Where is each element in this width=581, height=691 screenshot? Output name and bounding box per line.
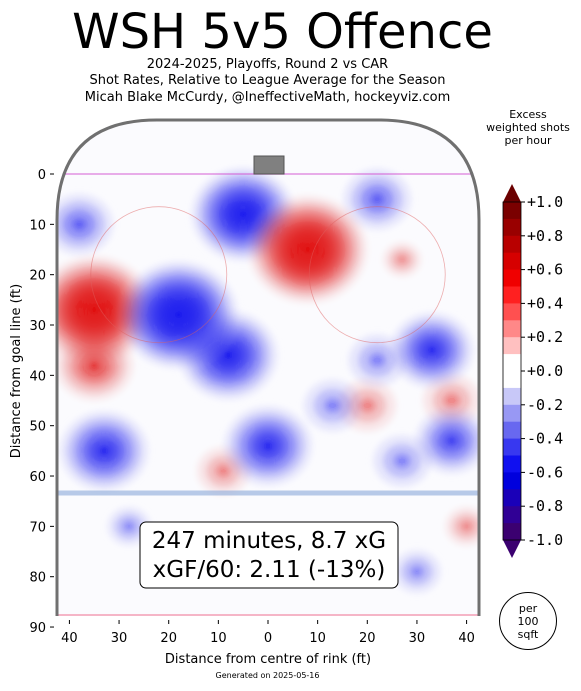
colorbar-segment-17 [503,489,521,507]
colorbar-segment-12 [503,404,521,423]
y-tick-label-0: 0 [38,168,46,183]
hotspot-negative-11 [57,192,115,257]
hotspot-negative-8 [302,378,363,433]
heatmap-layer [57,120,479,616]
faceoff-circle-right [308,206,446,344]
x-tick-label-3: 10 [210,631,227,646]
stats-box-frame [139,521,399,589]
chart-subtitle-description: Shot Rates, Relative to League Average f… [89,73,446,88]
colorbar-tick-label-8: -0.6 [527,463,563,481]
chart-subtitle: 2024-2025, Playoffs, Round 2 vs CAR [146,57,389,72]
stats-minutes-xg: 247 minutes, 8.7 xG [152,528,386,554]
colorbar-title: Excess weighted shots per hour [486,108,570,147]
rink-boards [55,118,481,616]
x-tick-label-4: 0 [264,631,272,646]
stats-box: 247 minutes, 8.7 xG xGF/60: 2.11 (-13%) [139,521,399,589]
y-tick-label-6: 60 [29,470,46,485]
y-tick-label-5: 50 [29,420,46,435]
x-tick-label-6: 20 [359,631,376,646]
colorbar-tick-label-5: +0.0 [527,362,563,380]
colorbar-tick-label-0: +1.0 [527,193,563,211]
x-tick-label-1: 30 [111,631,128,646]
colorbar-tick-label-10: -1.0 [527,531,563,549]
stats-xgf60: xGF/60: 2.11 (-13%) [153,557,386,583]
y-tick-label-9: 90 [29,621,46,636]
goal-net [253,155,285,175]
y-tick-label-7: 70 [29,520,46,535]
colorbar-segment-13 [503,421,521,440]
chart-author-credit: Micah Blake McCurdy, @IneffectiveMath, h… [84,90,451,105]
colorbar-segment-14 [503,438,521,456]
y-tick-label-4: 40 [29,369,46,384]
hotspot-positive-20 [247,194,369,305]
colorbar-tick-label-9: -0.8 [527,497,563,515]
hotspot-negative-15 [58,409,150,492]
hotspot-positive-1 [443,505,479,547]
x-tick-label-8: 40 [458,631,475,646]
chart-title: WSH 5v5 Offence [72,4,493,60]
y-tick-label-8: 80 [29,571,46,586]
hotspot-negative-14 [389,311,475,389]
colorbar: +1.0 +0.8 +0.6 +0.4 +0.2 +0.0 -0.2 -0.4 -0.6 -0.8… [502,184,563,558]
colorbar-segment-18 [503,506,521,524]
x-tick-label-5: 10 [309,631,326,646]
y-axis-label: Distance from goal line (ft) [9,284,24,458]
colorbar-extend-bottom [503,540,521,558]
colorbar-segment-4 [503,269,521,287]
colorbar-tick-label-3: +0.4 [527,294,563,312]
hotspot-negative-16 [222,404,314,487]
colorbar-tick-label-6: -0.2 [527,396,563,414]
per-100-sqft-badge: per 100 sqft [499,592,557,650]
hotspot-negative-21 [118,260,240,370]
x-tick-label-7: 30 [409,631,426,646]
x-tick-label-0: 40 [61,631,78,646]
colorbar-tick-label-2: +0.6 [527,261,563,279]
colorbar-segment-16 [503,472,521,490]
hotspot-negative-12 [413,406,479,476]
y-tick-label-2: 20 [29,269,46,284]
colorbar-segment-9 [503,354,521,372]
colorbar-segment-6 [503,303,521,321]
colorbar-tick-label-7: -0.4 [527,430,563,448]
colorbar-segment-2 [503,235,521,254]
colorbar-segment-19 [503,523,521,541]
y-tick-label-3: 30 [29,319,46,334]
colorbar-segment-8 [503,337,521,355]
colorbar-extend-top [503,184,521,202]
x-tick-label-2: 20 [160,631,177,646]
faceoff-circle-left [90,206,228,344]
colorbar-segment-10 [503,371,521,389]
hotspot-positive-0 [381,241,423,278]
colorbar-tick-label-4: +0.2 [527,328,563,346]
y-tick-label-1: 10 [29,218,46,233]
generated-date: Generated on 2025-05-16 [215,671,320,680]
colorbar-segment-3 [503,252,521,271]
x-axis-label: Distance from centre of rink (ft) [165,652,371,667]
colorbar-segment-15 [503,455,521,473]
colorbar-segment-7 [503,320,521,338]
hotspot-negative-3 [391,548,443,595]
colorbar-tick-label-1: +0.8 [527,227,563,245]
colorbar-segment-1 [503,218,521,237]
colorbar-segment-5 [503,286,521,304]
colorbar-segment-0 [503,202,521,220]
colorbar-segment-11 [503,387,521,406]
